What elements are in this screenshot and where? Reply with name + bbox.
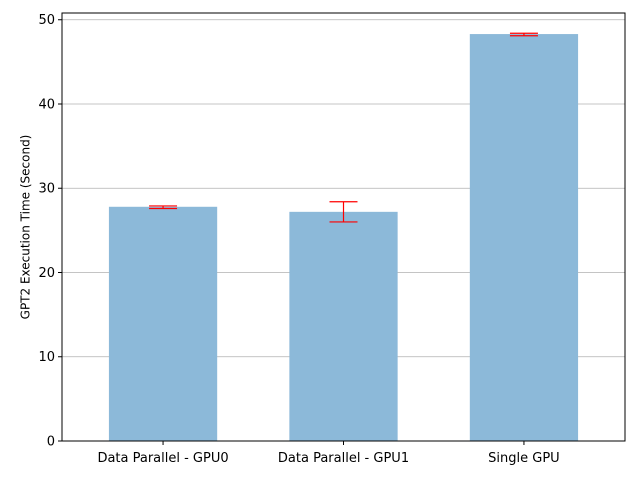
y-tick-label: 40 — [38, 97, 55, 112]
y-axis-label: GPT2 Execution Time (Second) — [19, 135, 33, 320]
x-axis-ticks: Data Parallel - GPU0 Data Parallel - GPU1… — [97, 441, 560, 466]
y-tick-label: 30 — [38, 182, 55, 197]
y-axis-ticks: 0 10 20 30 40 50 — [38, 13, 62, 450]
y-tick-label: 50 — [38, 13, 55, 28]
x-tick-label: Data Parallel - GPU1 — [278, 451, 409, 466]
bars — [108, 34, 579, 442]
x-tick-label: Data Parallel - GPU0 — [97, 451, 228, 466]
error-bars — [149, 32, 538, 223]
bar — [289, 211, 398, 441]
x-tick-label: Single GPU — [488, 451, 560, 466]
y-tick-label: 10 — [38, 350, 55, 365]
bar — [469, 34, 579, 442]
y-tick-label: 0 — [47, 435, 55, 450]
y-tick-label: 20 — [38, 266, 55, 281]
bar — [108, 206, 218, 441]
